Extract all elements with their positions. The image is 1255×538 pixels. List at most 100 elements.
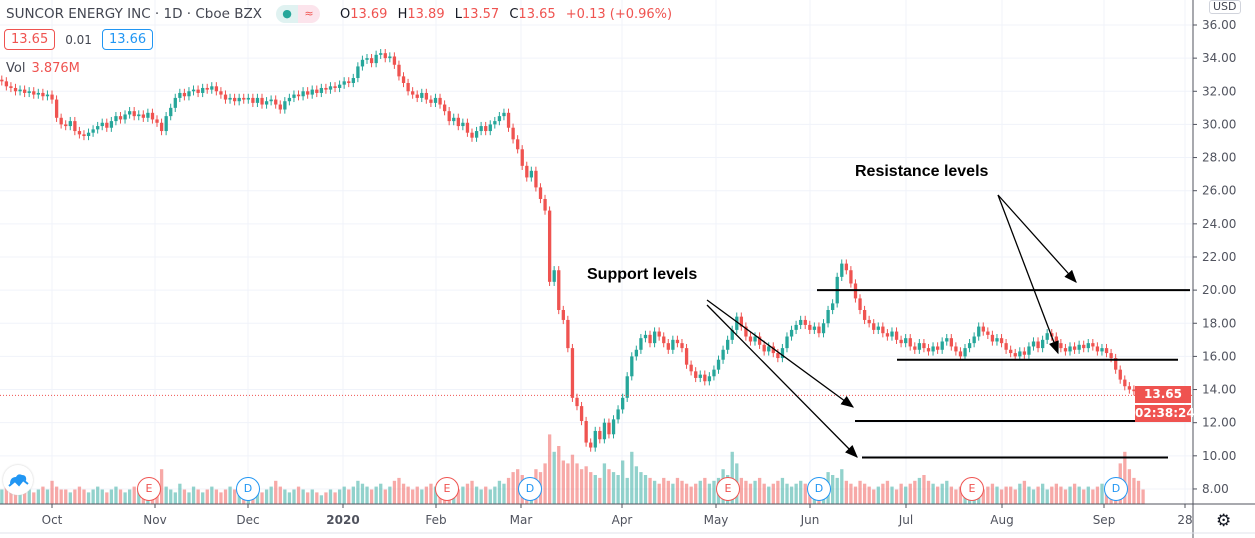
candle-body xyxy=(479,126,483,132)
candle-body xyxy=(150,112,155,120)
candle-body xyxy=(680,343,684,349)
volume-bar xyxy=(1091,489,1095,504)
candle-body xyxy=(570,348,575,398)
candle-body xyxy=(1077,344,1081,350)
volume-bar xyxy=(547,434,552,504)
volume-bar xyxy=(264,489,269,504)
candle-body xyxy=(347,81,351,83)
volume-bar xyxy=(1100,483,1104,504)
resistance-levels-annotation: Resistance levels xyxy=(855,163,989,180)
currency-label[interactable]: USD xyxy=(1209,0,1241,14)
candle-body xyxy=(502,112,506,117)
volume-bar xyxy=(913,480,917,504)
candle-body xyxy=(611,419,616,435)
candle-body xyxy=(470,132,474,138)
volume-bar xyxy=(803,483,807,504)
sell-button[interactable]: 13.65 xyxy=(4,29,56,50)
volume-bar xyxy=(296,486,301,504)
symbol-title[interactable]: SUNCOR ENERGY INC · 1D · Cboe BZX xyxy=(6,6,262,22)
volume-bar xyxy=(474,486,479,504)
volume-bar xyxy=(424,486,429,504)
volume-bar xyxy=(643,475,648,504)
volume-bar xyxy=(306,492,310,504)
volume-bar xyxy=(497,480,502,504)
candle-body xyxy=(461,122,465,127)
candle-body xyxy=(812,326,817,330)
volume-bar xyxy=(219,492,223,504)
volume-bar xyxy=(237,492,241,504)
candle-body xyxy=(324,87,328,90)
volume-bar xyxy=(1031,489,1036,504)
price-tick-label: 32.00 xyxy=(1202,84,1236,98)
volume-bar xyxy=(621,460,625,504)
time-tick-label: Aug xyxy=(990,513,1013,527)
volume-bar xyxy=(342,486,346,504)
candle-body xyxy=(388,56,392,59)
settings-gear-icon[interactable]: ⚙ xyxy=(1216,511,1232,531)
volume-bar xyxy=(694,483,698,504)
earnings-marker[interactable]: E xyxy=(435,477,459,501)
candle-body xyxy=(1091,343,1095,347)
candle-body xyxy=(767,346,771,352)
candle-body xyxy=(1041,339,1045,349)
candle-body xyxy=(776,353,780,359)
earnings-marker[interactable]: E xyxy=(716,477,740,501)
volume-bar xyxy=(899,483,903,504)
candle-body xyxy=(1086,343,1090,349)
earnings-marker[interactable]: E xyxy=(960,477,984,501)
time-tick-label: Dec xyxy=(236,513,259,527)
candle-body xyxy=(228,97,232,100)
volume-bar xyxy=(867,486,871,504)
earnings-marker[interactable]: E xyxy=(137,477,161,501)
candle-body xyxy=(657,331,661,337)
volume-bar xyxy=(479,489,483,504)
candle-body xyxy=(799,319,803,325)
time-tick-label: 28 xyxy=(1177,513,1192,527)
buy-button[interactable]: 13.66 xyxy=(101,29,154,50)
dividend-marker[interactable]: D xyxy=(807,477,831,501)
support-levels-annotation: Support levels xyxy=(587,266,698,283)
volume-bar xyxy=(388,486,392,504)
quote-boxes: 13.65 0.01 13.66 xyxy=(4,29,154,50)
candle-body xyxy=(1100,348,1104,352)
candle-body xyxy=(662,336,666,344)
candle-body xyxy=(566,319,570,349)
volume-bar xyxy=(1054,483,1058,504)
candle-body xyxy=(698,374,702,378)
candle-body xyxy=(908,338,912,347)
volume-bar xyxy=(575,463,579,504)
candle-body xyxy=(214,86,219,92)
volume-bar xyxy=(1086,486,1090,504)
price-tick-label: 18.00 xyxy=(1202,316,1236,330)
candle-body xyxy=(182,92,187,97)
volume-bar xyxy=(862,483,867,504)
candle-body xyxy=(1109,353,1113,359)
annotation-arrow xyxy=(706,304,858,458)
candle-body xyxy=(255,97,260,103)
volume-bar xyxy=(182,489,187,504)
candle-body xyxy=(201,87,205,93)
volume-bar xyxy=(1127,469,1132,504)
volume-bar xyxy=(91,489,95,504)
status-pill[interactable]: ● ≈ xyxy=(276,5,320,23)
dividend-marker[interactable]: D xyxy=(518,477,542,501)
volume-bar xyxy=(283,489,287,504)
dividend-marker[interactable]: D xyxy=(1104,477,1128,501)
volume-bar xyxy=(639,472,643,504)
volume-bar xyxy=(214,489,219,504)
dividend-marker[interactable]: D xyxy=(236,477,260,501)
candle-body xyxy=(986,331,990,335)
candle-body xyxy=(1031,341,1036,347)
volume-bar xyxy=(666,480,670,504)
volume-bar xyxy=(470,480,474,504)
candle-body xyxy=(269,99,273,102)
candle-body xyxy=(132,111,136,117)
tradingview-logo[interactable] xyxy=(3,465,33,495)
volume-bar xyxy=(1009,486,1013,504)
candle-body xyxy=(972,336,976,344)
candle-body xyxy=(598,430,602,440)
candle-body xyxy=(365,58,369,60)
volume-bar xyxy=(835,477,839,504)
candle-body xyxy=(1132,389,1136,392)
